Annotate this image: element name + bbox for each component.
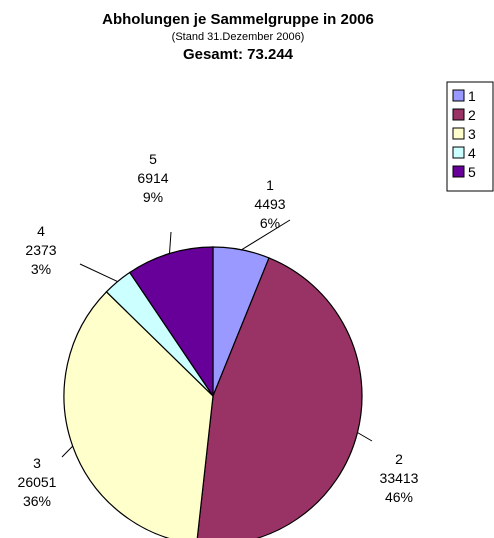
slice-label-4-value: 2373 <box>25 242 56 258</box>
slice-label-5-value: 6914 <box>137 170 168 186</box>
legend-label-2: 2 <box>468 107 476 123</box>
slice-label-3-name: 3 <box>33 455 41 471</box>
chart-subtitle: (Stand 31.Dezember 2006) <box>172 31 305 43</box>
pie-slices <box>63 246 363 538</box>
slice-label-4-percent: 3% <box>31 261 51 277</box>
leader-line-2 <box>357 432 373 442</box>
slice-label-2-percent: 46% <box>385 489 413 505</box>
pie-slice-5 <box>128 246 214 398</box>
leader-line-1 <box>241 219 291 251</box>
legend-swatch-2 <box>452 108 465 121</box>
legend-label-3: 3 <box>468 126 476 142</box>
leader-line-5 <box>169 231 172 254</box>
slice-label-1-name: 1 <box>266 177 274 193</box>
slice-label-4-name: 4 <box>37 223 45 239</box>
slice-label-5-name: 5 <box>149 151 157 167</box>
slice-label-1-value: 4493 <box>254 196 285 212</box>
slice-label-3-value: 26051 <box>18 474 57 490</box>
leader-lines <box>61 219 373 458</box>
legend-swatch-4 <box>452 146 465 159</box>
leader-line-3 <box>61 445 74 458</box>
legend-swatch-1 <box>452 89 465 102</box>
slice-label-3-percent: 36% <box>23 493 51 509</box>
chart-total: Gesamt: 73.244 <box>183 46 294 63</box>
slice-label-1-percent: 6% <box>260 215 280 231</box>
legend-swatch-5 <box>452 165 465 178</box>
legend-label-4: 4 <box>468 145 476 161</box>
leader-line-4 <box>79 263 118 283</box>
slice-label-2-value: 33413 <box>380 470 419 486</box>
legend-swatch-3 <box>452 127 465 140</box>
slice-label-2-name: 2 <box>395 451 403 467</box>
legend-label-5: 5 <box>468 164 476 180</box>
legend: 1 2 3 4 5 <box>446 81 494 192</box>
legend-label-1: 1 <box>468 88 476 104</box>
chart-title: Abholungen je Sammelgruppe in 2006 <box>102 11 374 28</box>
pie-slice-3 <box>63 290 214 538</box>
slice-labels: 1 4493 6% 2 33413 46% 3 26051 36% 4 2373 3% 5 6914 9% <box>18 151 419 509</box>
slice-label-5-percent: 9% <box>143 189 163 205</box>
